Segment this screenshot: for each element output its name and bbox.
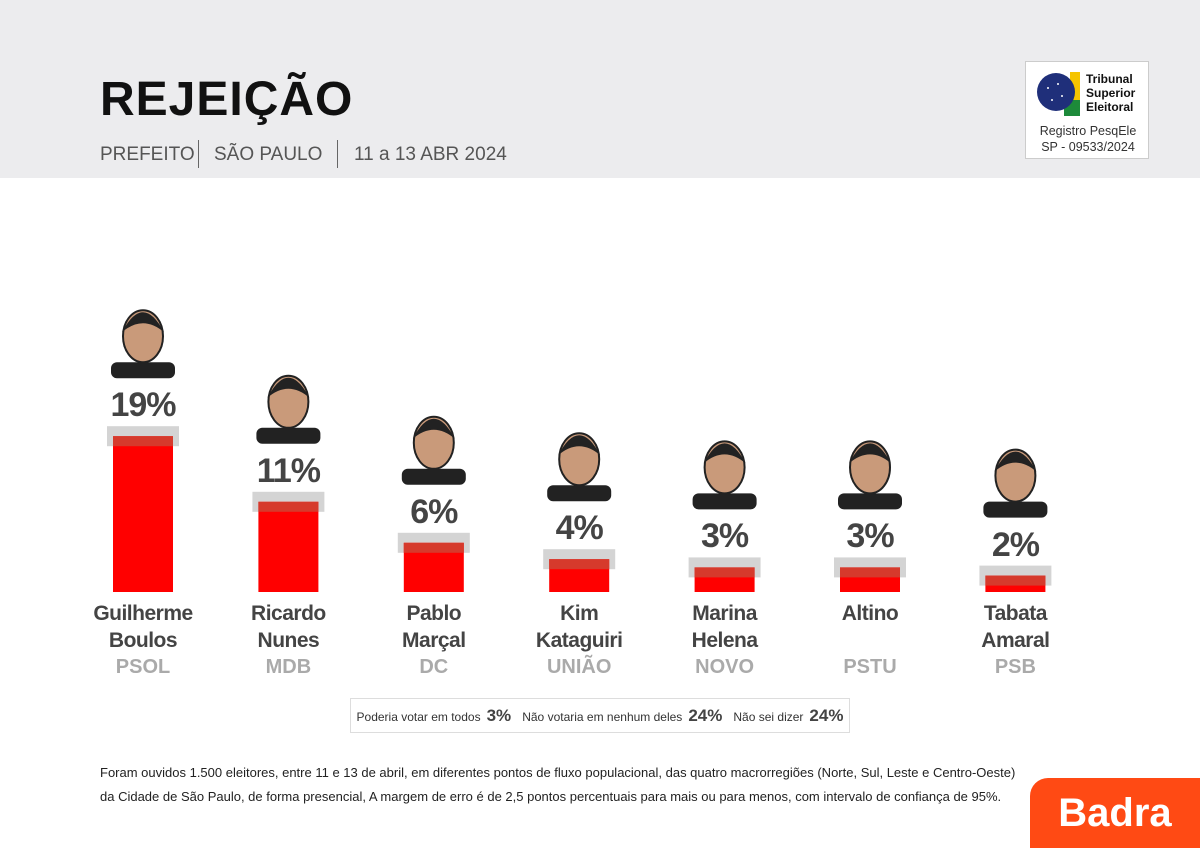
subtitle: PREFEITO (100, 144, 195, 165)
title: REJEIÇÃO (100, 73, 354, 126)
party-label: MDB (265, 656, 312, 678)
bar-shade (403, 542, 464, 553)
value-label: 2% (991, 525, 1040, 564)
option: Não sei dizer 24% (733, 706, 843, 726)
category-label: Marina Helena (691, 602, 758, 652)
emblem (1037, 72, 1080, 116)
category-label: Guilherme Boulos (93, 602, 193, 652)
option-label: Não sei dizer (733, 709, 804, 724)
subtitle: 11 a 13 ABR 2024 (354, 144, 507, 165)
other-options: Poderia votar em todos 3% Não votaria em n… (350, 698, 850, 733)
bar-shade (694, 567, 755, 578)
option-value: 24% (688, 705, 723, 725)
portrait-hair (994, 451, 1037, 472)
registration-line: Superior (1086, 86, 1136, 100)
footnote: da Cidade de São Paulo, de forma presenc… (100, 789, 1002, 804)
separator (337, 140, 338, 168)
logo: Badra (1030, 778, 1200, 848)
option-value: 3% (486, 705, 512, 725)
footnote: Foram ouvidos 1.500 eleitores, entre 11 … (100, 765, 1016, 780)
option-value: 24% (809, 705, 844, 725)
category-label: Pablo Marçal (402, 602, 466, 652)
option: Não votaria em nenhum deles 24% (522, 706, 722, 726)
bar-shade (840, 567, 900, 578)
value-label: 11% (256, 451, 321, 490)
party-label: DC (419, 656, 449, 678)
value-label: 19% (110, 386, 176, 425)
party-label: NOVO (695, 656, 755, 678)
value-label: 3% (701, 517, 749, 556)
party-label: UNIÃO (546, 656, 612, 678)
registration-box: Tribunal Superior Eleitoral Registro Pes… (1025, 61, 1149, 159)
portrait-hair (703, 443, 746, 464)
portrait-body (401, 468, 466, 485)
category-label: Kim Kataguiri (535, 602, 623, 652)
portrait-body (111, 362, 175, 379)
value-label: 6% (410, 492, 458, 531)
option-label: Não votaria em nenhum deles (522, 709, 683, 724)
portrait-hair (122, 312, 164, 333)
bar (113, 436, 173, 592)
bar-shade (549, 559, 610, 570)
bar-shade (258, 501, 319, 512)
portrait-hair (849, 443, 891, 464)
category-label: Tabata Amaral (981, 602, 1050, 652)
portrait-body (692, 493, 757, 510)
portrait-hair (412, 418, 455, 439)
bar-shade (985, 575, 1046, 586)
portrait-hair (267, 377, 310, 398)
registration-line: Tribunal (1086, 72, 1133, 86)
option-label: Poderia votar em todos (356, 709, 481, 724)
value-label: 4% (555, 509, 604, 548)
portrait-body (983, 501, 1048, 518)
header (0, 0, 1200, 178)
category-label: Ricardo Nunes (251, 602, 326, 652)
separator (198, 140, 199, 168)
registration-label: Registro PesqEle (1039, 124, 1137, 138)
party-label: PSB (994, 656, 1036, 678)
option: Poderia votar em todos 3% (357, 706, 512, 726)
subtitle: SÃO PAULO (214, 144, 323, 165)
registration-number: SP - 09533/2024 (1041, 140, 1135, 154)
portrait-hair (558, 435, 601, 456)
category-label: Altino (841, 602, 899, 625)
value-label: 3% (846, 517, 894, 556)
portrait-body (838, 493, 902, 510)
party-label: PSOL (115, 656, 171, 678)
bar (258, 501, 319, 592)
bar-shade (113, 436, 173, 447)
party-label: PSTU (843, 656, 897, 678)
registration-line: Eleitoral (1086, 100, 1134, 114)
portrait-body (547, 485, 612, 502)
portrait-body (256, 427, 321, 444)
